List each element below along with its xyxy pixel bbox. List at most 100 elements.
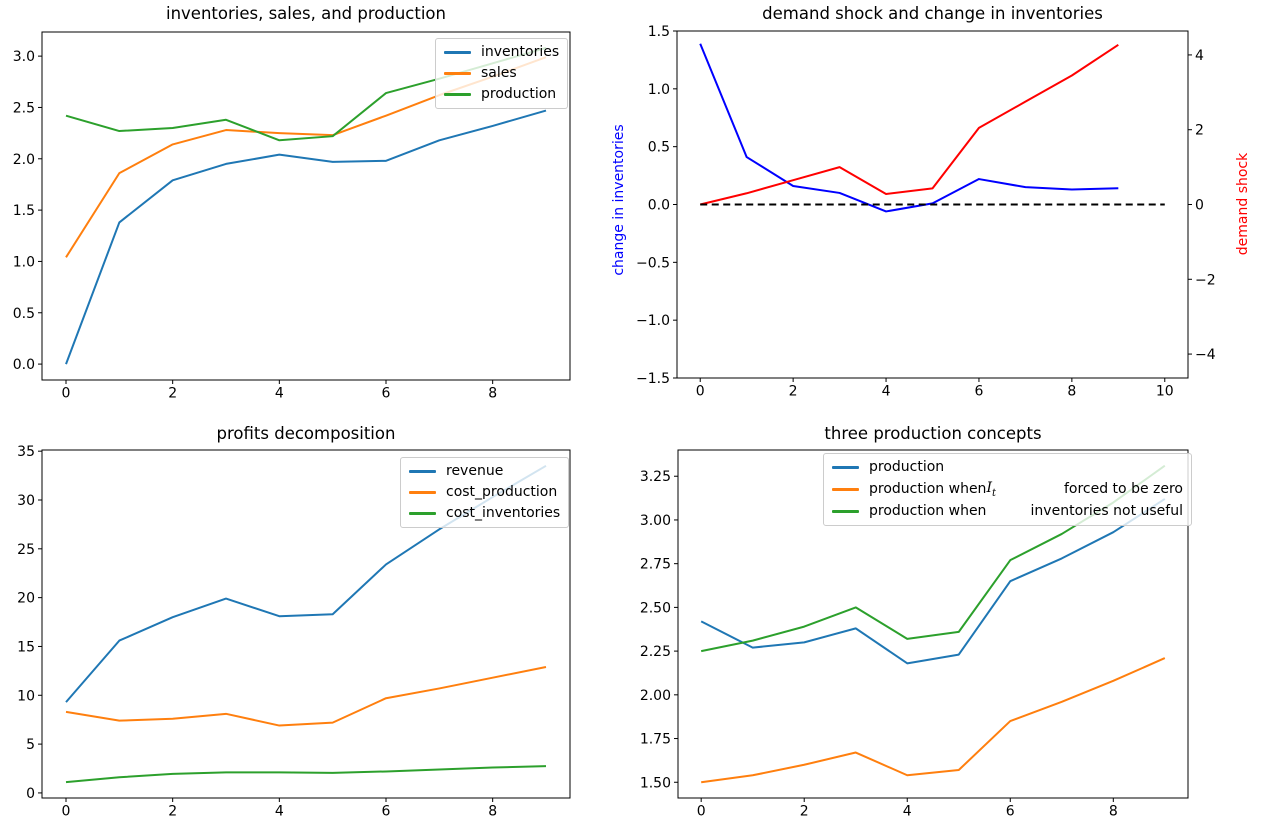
- y-tick-label: −1.0: [636, 313, 670, 329]
- subplot-inventories-sales-production: 0 2 4 6 8 0.0 0.5 1.0 1.5 2.0 2.5 3.0 inventories, …: [0, 0, 632, 417]
- axes-frame: [41, 31, 571, 381]
- legend-line-sample: [409, 512, 436, 515]
- x-tick-label: 4: [882, 384, 891, 400]
- x-tick-label: 6: [382, 386, 391, 402]
- legend: inventories sales production: [435, 38, 569, 109]
- y-tick-label: 0.0: [648, 198, 670, 214]
- y-tick-label: 2.0: [13, 152, 35, 168]
- y-tick-label: 35: [17, 444, 35, 460]
- x-tick-label: 2: [168, 804, 177, 820]
- y-tick-label: 5: [26, 737, 35, 753]
- y-tick-label: 0.0: [13, 357, 35, 373]
- y-tick-label: 25: [17, 542, 35, 558]
- legend-line-sample: [832, 466, 859, 469]
- legend: revenue cost_production cost_inventories: [400, 457, 570, 528]
- y-tick-label: 1.5: [648, 24, 670, 40]
- legend-line-sample: [444, 93, 471, 96]
- legend-label-text: inventories: [481, 44, 560, 60]
- x-tick-label: 6: [974, 384, 983, 400]
- right-y-tick-label: 2: [1195, 123, 1204, 139]
- y-tick-label: 30: [17, 493, 35, 509]
- x-tick-label: 4: [903, 804, 912, 820]
- legend-label-text: production when: [869, 502, 987, 519]
- legend-line-sample: [444, 51, 471, 54]
- y-tick-label: 1.0: [13, 254, 35, 270]
- x-axis-ticks: 0 2 4 6 8 10: [696, 378, 1174, 400]
- axes-frame: [677, 449, 1189, 799]
- x-tick-label: 2: [168, 386, 177, 402]
- line-production-when-i-t-forced-to-be-zero: [701, 657, 1166, 784]
- x-tick-label: 0: [62, 804, 71, 820]
- y-tick-label: 2.50: [640, 600, 671, 616]
- y-tick-label: −0.5: [636, 255, 670, 271]
- y-tick-label: 0.5: [13, 306, 35, 322]
- right-y-tick-label: −2: [1195, 272, 1216, 288]
- x-tick-label: 2: [800, 804, 809, 820]
- x-tick-label: 4: [275, 386, 284, 402]
- legend-item: sales: [444, 65, 559, 82]
- y-tick-label: −1.5: [636, 371, 670, 387]
- y-tick-label: 20: [17, 591, 35, 607]
- legend-label-text: production: [869, 459, 945, 475]
- chart-canvas-demand-shock: 0 2 4 6 8 10 −1.5 −1.0 −0.5 0.0 0.5 1.0 1.5 −4 −2 0 2 4: [636, 24, 1216, 400]
- legend-item: production: [832, 459, 1183, 476]
- chart-title: three production concepts: [824, 424, 1042, 443]
- y-tick-label: 15: [17, 639, 35, 655]
- x-tick-label: 8: [488, 386, 497, 402]
- line-demand-shock: [699, 44, 1119, 206]
- y-axis-ticks: 1.50 1.75 2.00 2.25 2.50 2.75 3.00 3.25: [640, 469, 678, 791]
- legend-item: cost_inventories: [409, 505, 560, 522]
- legend-line-sample: [409, 491, 436, 494]
- y-tick-label: 10: [17, 688, 35, 704]
- legend-label-text: production when: [869, 480, 987, 497]
- chart-title: profits decomposition: [216, 424, 396, 443]
- x-tick-label: 8: [1109, 804, 1118, 820]
- x-tick-label: 0: [697, 804, 706, 820]
- y-tick-label: 1.75: [640, 732, 671, 748]
- right-y-tick-label: 4: [1195, 48, 1204, 64]
- y-tick-label: 2.5: [13, 100, 35, 116]
- legend-line-sample: [832, 488, 859, 491]
- line-cost-production: [65, 665, 547, 727]
- chart-canvas-inventories-sales-production: 0 2 4 6 8 0.0 0.5 1.0 1.5 2.0 2.5 3.0: [13, 31, 571, 402]
- legend-label-text: revenue: [446, 463, 504, 479]
- x-tick-label: 8: [1067, 384, 1076, 400]
- x-axis-ticks: 0 2 4 6 8: [62, 380, 497, 402]
- y-tick-label: 1.0: [648, 82, 670, 98]
- y-axis-ticks: −1.5 −1.0 −0.5 0.0 0.5 1.0 1.5: [636, 24, 677, 387]
- legend-label-text-right: forced to be zero: [1063, 480, 1183, 497]
- line-cost-inventories: [65, 765, 547, 784]
- legend-item: production when It forced to be zero: [832, 480, 1183, 499]
- line-inventories: [65, 109, 547, 365]
- subplot-demand-shock-change-in-inventories: 0 2 4 6 8 10 −1.5 −1.0 −0.5 0.0 0.5 1.0 1.5 −4 −2 0 2 4 d…: [560, 0, 1264, 417]
- legend-line-sample: [409, 470, 436, 473]
- chart-title: inventories, sales, and production: [165, 4, 446, 23]
- chart-canvas-profits-decomposition: 0 2 4 6 8 0 5 10 15 20 25 30 35: [17, 444, 571, 820]
- legend-line-sample: [444, 72, 471, 75]
- x-tick-label: 0: [696, 384, 705, 400]
- y-tick-label: 2.00: [640, 688, 671, 704]
- y-tick-label: 2.75: [640, 557, 671, 573]
- subplot-profits-decomposition: 0 2 4 6 8 0 5 10 15 20 25 30 35 profits decompositio…: [0, 417, 632, 834]
- chart-title: demand shock and change in inventories: [762, 4, 1103, 23]
- x-tick-label: 2: [789, 384, 798, 400]
- legend-item: production: [444, 86, 559, 103]
- legend-line-sample: [832, 510, 859, 513]
- legend-item: revenue: [409, 463, 560, 480]
- x-tick-label: 0: [62, 386, 71, 402]
- right-y-tick-label: −4: [1195, 347, 1216, 363]
- y-tick-label: 1.50: [640, 775, 671, 791]
- x-tick-label: 4: [275, 804, 284, 820]
- axes-frame: [41, 449, 571, 799]
- y-tick-label: 0.5: [648, 140, 670, 156]
- x-tick-label: 10: [1156, 384, 1174, 400]
- y-tick-label: 3.0: [13, 49, 35, 65]
- right-y-tick-label: 0: [1195, 198, 1204, 214]
- y-tick-label: 2.25: [640, 644, 671, 660]
- plot-lines: [699, 43, 1165, 213]
- legend-item: cost_production: [409, 484, 560, 501]
- y-axis-label-change-in-inventories: change in inventories: [611, 124, 627, 276]
- legend: production production when It forced to be…: [823, 453, 1192, 526]
- legend-label-text-right: inventories not useful: [1030, 502, 1183, 519]
